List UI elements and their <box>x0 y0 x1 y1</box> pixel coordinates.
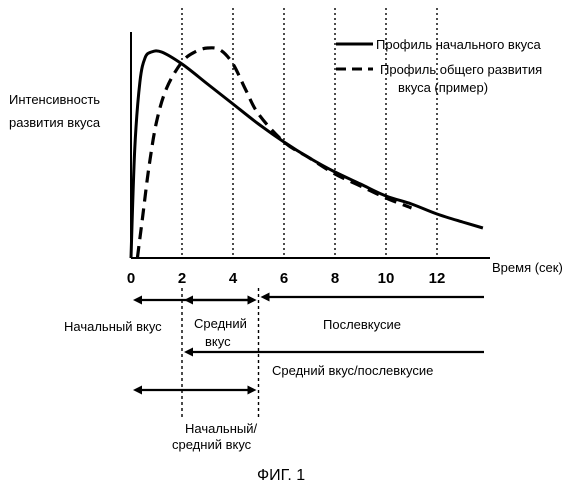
range-label-initial-middle-line-2: средний вкус <box>172 437 252 452</box>
x-tick-label: 12 <box>429 270 446 287</box>
range-label-aftertaste: Послевкусие <box>323 317 401 332</box>
legend-item-overall-line-1: Профиль общего развития <box>380 62 542 77</box>
arrowhead <box>248 296 257 305</box>
x-tick-label: 10 <box>378 270 395 287</box>
arrowhead <box>184 296 193 305</box>
y-axis-label-line-1: Интенсивность <box>9 92 100 107</box>
legend: Профиль начального вкуса Профиль общего … <box>336 37 542 95</box>
arrowhead <box>184 348 193 357</box>
x-tick-label: 8 <box>331 270 339 287</box>
figure-caption: ФИГ. 1 <box>257 467 305 484</box>
y-axis-label-line-2: развития вкуса <box>9 115 101 130</box>
range-label-initial: Начальный вкус <box>64 319 162 334</box>
range-label-middle-line-2: вкус <box>205 334 231 349</box>
range-label-middle-line-1: Средний <box>194 316 247 331</box>
arrowhead <box>133 386 142 395</box>
x-tick-label: 2 <box>178 270 186 287</box>
x-tick-label: 6 <box>280 270 288 287</box>
overall-taste-curve <box>137 48 411 258</box>
range-label-initial-middle-line-1: Начальный/ <box>185 421 257 436</box>
x-tick-label: 4 <box>229 270 238 287</box>
legend-item-overall-line-2: вкуса (пример) <box>398 80 488 95</box>
x-tick-labels: 0 2 4 6 8 10 12 <box>127 270 446 287</box>
x-axis-label: Время (сек) <box>492 260 563 275</box>
x-tick-label: 0 <box>127 270 135 287</box>
arrowhead <box>261 293 270 302</box>
phase-range-arrows <box>133 293 484 395</box>
range-label-middle-aftertaste: Средний вкус/послевкусие <box>272 363 433 378</box>
legend-item-initial-line-1: Профиль начального вкуса <box>376 37 542 52</box>
arrowhead <box>248 386 257 395</box>
arrowhead <box>133 296 142 305</box>
